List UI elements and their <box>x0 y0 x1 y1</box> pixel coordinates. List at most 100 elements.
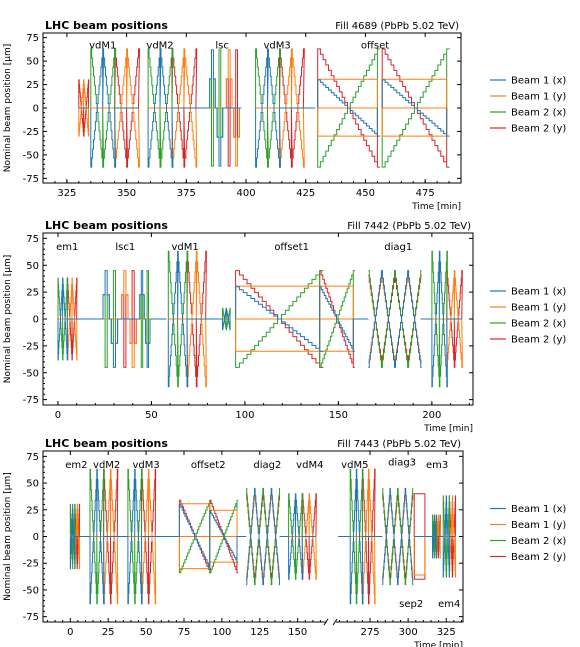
x-tick-label: 200 <box>422 410 441 421</box>
legend-entry: Beam 2 (x) <box>511 536 566 547</box>
annotation-label: vdM3 <box>132 460 159 471</box>
y-tick-label: 50 <box>26 261 39 272</box>
y-tick-label: -25 <box>23 559 39 570</box>
legend-entry: Beam 2 (y) <box>511 124 566 135</box>
x-tick-label: 150 <box>288 627 307 638</box>
y-tick-label: 25 <box>26 80 39 91</box>
x-tick-label: 0 <box>55 410 61 421</box>
x-tick-label: 325 <box>57 188 76 199</box>
legend-entry: Beam 2 (y) <box>511 335 566 346</box>
x-tick-label: 350 <box>117 188 136 199</box>
annotation-label: vdM1 <box>171 242 198 253</box>
y-tick-label: -75 <box>23 174 39 185</box>
x-tick-label: 300 <box>399 627 418 638</box>
y-tick-label: 25 <box>26 505 39 516</box>
series-line-beam1x <box>57 250 462 388</box>
x-axis: 0 25 50 75 100 125 150 275 300 325 <box>47 451 462 638</box>
annotation-label: vdM3 <box>263 40 290 51</box>
x-tick-label: 100 <box>235 410 254 421</box>
legend-entry: Beam 2 (x) <box>511 108 566 119</box>
panel-fill-7443: 0 25 50 75 100 125 150 275 300 325 -75 -50 -25 0 25 50 7… <box>3 437 566 647</box>
y-axis: -75 -50 -25 0 25 50 75 Nominal beam position [μ… <box>3 32 461 185</box>
series-line-beam1x <box>78 48 450 168</box>
legend-entry: Beam 2 (y) <box>511 552 566 563</box>
x-tick-label: 50 <box>145 410 158 421</box>
y-tick-label: 0 <box>33 104 39 115</box>
y-tick-label: 50 <box>26 479 39 490</box>
annotation-label: sep2 <box>399 599 423 610</box>
annotation-label: em1 <box>56 242 78 253</box>
annotation-label: diag1 <box>384 242 412 253</box>
y-tick-label: -50 <box>23 368 39 379</box>
annotation-label: offset1 <box>274 242 309 253</box>
annotation-label: offset2 <box>191 460 226 471</box>
annotation-label: em3 <box>426 460 448 471</box>
legend: Beam 1 (x) Beam 1 (y) Beam 2 (x) Beam 2 (y) <box>490 287 566 346</box>
chart-title: LHC beam positions <box>45 219 168 232</box>
chart-fill-info: Fill 7442 (PbPb 5.02 TeV) <box>347 221 471 232</box>
y-tick-label: -50 <box>23 585 39 596</box>
legend-entry: Beam 1 (x) <box>511 287 566 298</box>
y-tick-label: 75 <box>26 234 39 245</box>
x-axis: 0 50 100 150 200 <box>55 233 470 421</box>
panel-fill-4689: 325 350 375 400 425 450 475 -75 -50 -25 0 25 50 75 Nom… <box>3 19 566 212</box>
annotation-label: lsc1 <box>115 242 135 253</box>
annotation-label: vdM2 <box>146 40 173 51</box>
annotation-label: vdM4 <box>296 460 323 471</box>
annotation-label: vdM5 <box>341 460 368 471</box>
y-tick-label: 0 <box>33 315 39 326</box>
x-axis-label: Time [min] <box>413 641 463 647</box>
x-tick-label: 125 <box>250 627 269 638</box>
y-tick-label: 0 <box>33 532 39 543</box>
annotation-label: em4 <box>438 599 460 610</box>
y-tick-label: 25 <box>26 288 39 299</box>
legend: Beam 1 (x) Beam 1 (y) Beam 2 (x) Beam 2 (y) <box>490 76 566 135</box>
legend-entry: Beam 1 (y) <box>511 520 566 531</box>
y-axis-label: Nominal beam position [μm] <box>3 472 13 601</box>
x-axis: 325 350 375 400 425 450 475 <box>42 33 462 199</box>
y-axis: -75 -50 -25 0 25 50 75 Nominal beam position [μ… <box>3 450 463 623</box>
series-line-beam1x <box>69 468 316 605</box>
panel-fill-7442: 0 50 100 150 200 -75 -50 -25 0 25 50 75 Nominal beam… <box>3 219 566 434</box>
y-tick-label: -25 <box>23 341 39 352</box>
legend-entry: Beam 1 (x) <box>511 76 566 87</box>
annotation-label: offset <box>361 40 389 51</box>
x-axis-label: Time [min] <box>423 424 473 434</box>
y-axis-label: Nominal beam position [μm] <box>3 44 13 173</box>
legend: Beam 1 (x) Beam 1 (y) Beam 2 (x) Beam 2 (y) <box>490 504 566 563</box>
annotation-label: lsc <box>215 40 229 51</box>
x-tick-label: 25 <box>102 627 115 638</box>
y-tick-label: -50 <box>23 150 39 161</box>
annotation-label: vdM2 <box>93 460 120 471</box>
x-tick-label: 150 <box>329 410 348 421</box>
axis-break-gap <box>326 619 336 625</box>
legend-entry: Beam 2 (x) <box>511 319 566 330</box>
annotation-label: vdM1 <box>89 40 116 51</box>
x-tick-label: 75 <box>178 627 191 638</box>
x-tick-label: 450 <box>356 188 375 199</box>
legend-entry: Beam 1 (y) <box>511 303 566 314</box>
x-tick-label: 100 <box>212 627 231 638</box>
x-tick-label: 375 <box>177 188 196 199</box>
legend-entry: Beam 1 (x) <box>511 504 566 515</box>
chart-fill-info: Fill 7443 (PbPb 5.02 TeV) <box>337 439 461 450</box>
x-axis-label: Time [min] <box>411 202 461 212</box>
chart-title: LHC beam positions <box>45 437 168 450</box>
y-axis: -75 -50 -25 0 25 50 75 Nominal beam position [μ… <box>3 232 473 406</box>
x-tick-label: 275 <box>361 627 380 638</box>
x-tick-label: 325 <box>437 627 456 638</box>
x-tick-label: 475 <box>416 188 435 199</box>
y-tick-label: 75 <box>26 452 39 463</box>
y-tick-label: 75 <box>26 33 39 44</box>
series-line-beam1x <box>338 468 456 605</box>
annotation-label: diag2 <box>253 460 281 471</box>
chart-fill-info: Fill 4689 (PbPb 5.02 TeV) <box>335 21 459 32</box>
axis-break-mark <box>323 618 329 626</box>
y-tick-label: -25 <box>23 127 39 138</box>
y-tick-label: -75 <box>23 612 39 623</box>
x-tick-label: 0 <box>67 627 73 638</box>
legend-entry: Beam 1 (y) <box>511 92 566 103</box>
annotation-label: diag3 <box>388 458 416 469</box>
axis-break-mark <box>332 618 338 626</box>
